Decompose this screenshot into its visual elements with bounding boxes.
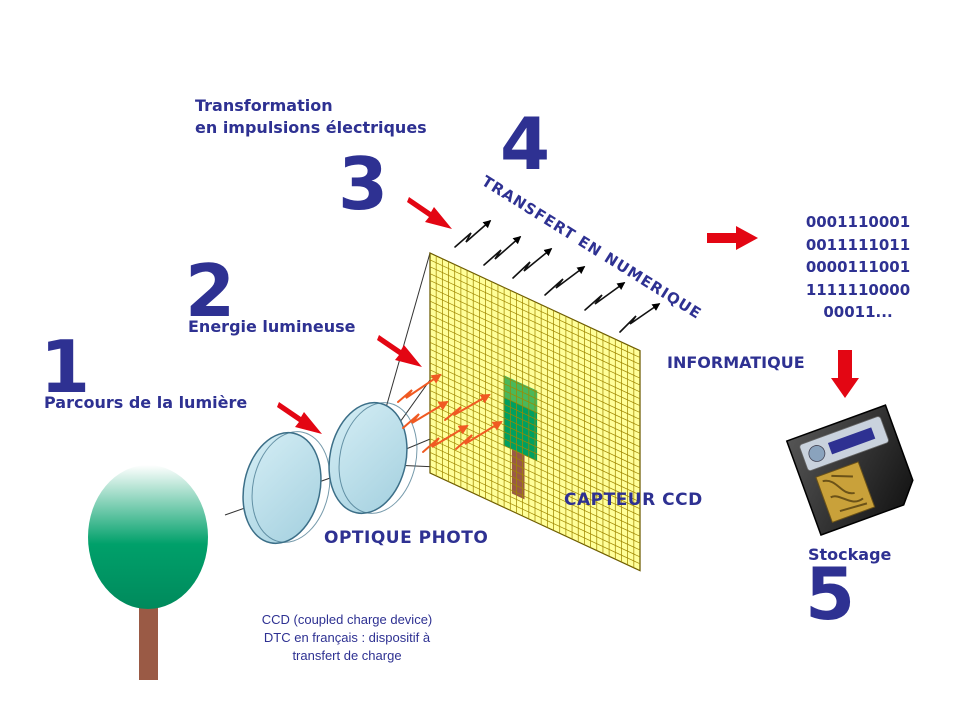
step-1-label: Parcours de la lumière (44, 393, 248, 412)
red-arrow-icon (277, 197, 859, 434)
optique-label: OPTIQUE PHOTO (324, 528, 489, 548)
step-2-number: 2 (185, 249, 236, 333)
step-1-number: 1 (40, 325, 91, 409)
note-line: CCD (coupled charge device) (261, 612, 433, 627)
binary-line: 1111110000 (805, 280, 911, 299)
step-4-number: 4 (500, 102, 551, 186)
impulse-arrows (454, 219, 661, 333)
binary-line: 0000111001 (805, 258, 911, 276)
note-line: DTC en français : dispositif à (263, 630, 431, 645)
binary-line: 0001110001 (805, 213, 911, 231)
ccd-note: CCD (coupled charge device) DTC en franç… (226, 611, 468, 665)
step-5-label: Stockage (808, 545, 892, 564)
binary-line: 00011... (823, 303, 893, 321)
tree-icon (88, 465, 208, 680)
lens-icon (242, 401, 418, 545)
binary-data: 0001110001 0011111011 0000111001 1111110… (768, 211, 948, 324)
step-3-label-line-2: en impulsions électriques (195, 118, 427, 137)
step-2-label: Energie lumineuse (188, 317, 356, 336)
step-3-number: 3 (338, 142, 389, 226)
step-5-number: 5 (805, 552, 856, 636)
step-3-label-line-1: Transformation (195, 96, 333, 115)
note-line: transfert de charge (292, 648, 402, 663)
zigzag-arrow-icon (397, 373, 503, 453)
informatique-label: INFORMATIQUE (667, 353, 805, 372)
tree-trunk (139, 600, 158, 680)
binary-line: 0011111011 (805, 235, 911, 254)
smartmedia-card-icon (785, 404, 914, 536)
ccd-sensor (429, 252, 641, 572)
tree-crown (88, 465, 208, 609)
capteur-label: CAPTEUR CCD (564, 490, 703, 510)
